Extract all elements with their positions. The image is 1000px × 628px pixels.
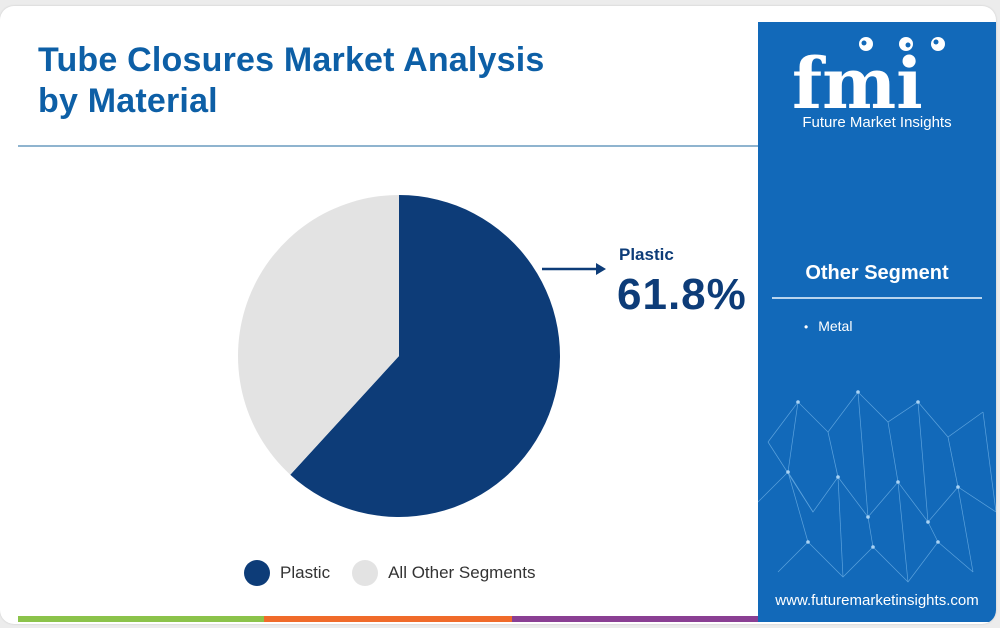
fmi-logo: fmi <box>792 37 945 114</box>
legend-label-plastic: Plastic <box>280 563 331 582</box>
sidebar: fmi Future Market Insights Other Segment… <box>758 22 996 622</box>
color-accent-bar <box>18 616 758 622</box>
legend-swatch-other <box>352 560 379 586</box>
legend-swatch-plastic <box>244 560 270 586</box>
other-segment-title: Other Segment <box>805 262 949 284</box>
network-graphic <box>758 390 996 583</box>
legend-label-other: All Other Segments <box>388 563 536 582</box>
logo-subtitle: Future Market Insights <box>802 114 952 131</box>
segment-item: Metal <box>804 318 852 334</box>
callout-value: 61.8% <box>617 270 747 319</box>
pie-chart <box>237 195 606 517</box>
chart-panel: Tube Closures Market Analysis by Materia… <box>18 22 758 618</box>
title-divider <box>18 145 758 147</box>
legend-item-plastic: Plastic <box>244 560 330 586</box>
segment-divider <box>772 297 982 299</box>
website-url: www.futuremarketinsights.com <box>775 592 979 609</box>
accent-orange <box>264 616 512 622</box>
pie-slices <box>237 195 560 517</box>
infographic-card: Tube Closures Market Analysis by Materia… <box>0 6 996 624</box>
pie-slice-all-other-segments <box>237 195 399 475</box>
chart-legend: Plastic All Other Segments <box>244 558 557 588</box>
page-title: Tube Closures Market Analysis by Materia… <box>38 41 545 120</box>
logo-wordmark: fmi <box>792 42 923 114</box>
accent-purple <box>512 616 758 622</box>
callout-arrow <box>542 263 606 275</box>
legend-item-other: All Other Segments <box>352 560 535 586</box>
callout-label: Plastic <box>619 245 674 264</box>
accent-green <box>18 616 264 622</box>
pie-slice-plastic <box>290 195 560 517</box>
segment-list: Metal <box>804 318 852 334</box>
